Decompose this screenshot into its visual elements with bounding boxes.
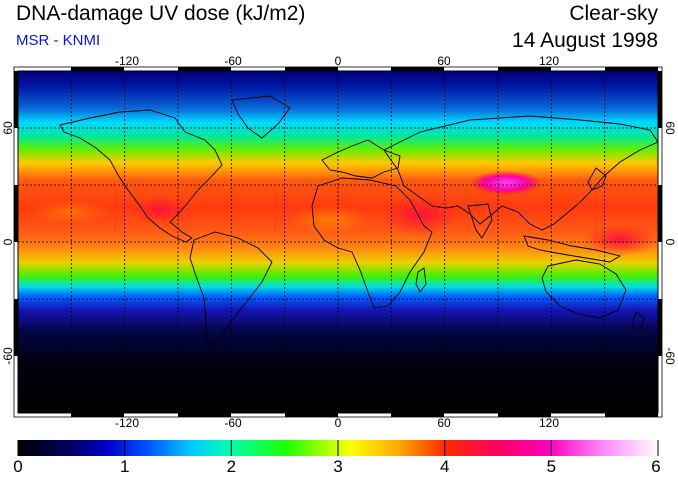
graticule [18, 71, 658, 413]
colorbar [17, 440, 659, 456]
latitude-labels: 60 0 -60 60 0 -60 [1, 121, 677, 365]
colorbar-label: 2 [226, 457, 237, 476]
colorbar-label: 6 [651, 457, 661, 476]
lat-right-label: 0 [663, 239, 677, 246]
south-america-coast [189, 231, 273, 349]
uv-hotspots [30, 171, 658, 256]
indonesia-coast [523, 235, 622, 263]
map-title: DNA-damage UV dose (kJ/m2) [16, 2, 306, 25]
lon-top-label: 60 [437, 54, 451, 68]
asia-coast [383, 115, 658, 231]
sky-condition: Clear-sky [569, 2, 658, 25]
arabia-hotspot [380, 195, 460, 235]
colorbar-label: 1 [119, 457, 130, 476]
source-label: MSR - KNMI [16, 32, 101, 49]
lat-right-label: -60 [663, 347, 677, 365]
map-date: 14 August 1998 [512, 29, 658, 52]
lon-bottom-label: 120 [539, 416, 559, 430]
madagascar-coast [415, 267, 427, 293]
mexico-hotspot [130, 196, 190, 224]
lon-bottom-label: 60 [437, 416, 451, 430]
colorbar-label: 5 [546, 457, 557, 476]
lon-top-label: 120 [539, 54, 559, 68]
north-america-coast [59, 109, 223, 243]
tibet-hotspot [470, 171, 542, 195]
cloud-region [30, 200, 110, 224]
lon-bottom-label: -60 [224, 416, 242, 430]
europe-coast [321, 139, 401, 179]
new-zealand-coast [631, 311, 645, 331]
lat-left-label: 0 [1, 238, 15, 245]
colorbar-ticks [17, 440, 659, 456]
australia-coast [541, 259, 627, 319]
lat-left-label: 60 [1, 121, 15, 135]
cloud-region [290, 206, 370, 234]
lat-left-label: -60 [1, 347, 15, 365]
lon-top-label: 0 [335, 54, 342, 68]
lon-top-label: -120 [115, 54, 139, 68]
pacific-hotspot [580, 224, 658, 256]
greenland-coast [231, 95, 291, 139]
colorbar-label: 4 [439, 457, 450, 476]
lon-top-label: -60 [224, 54, 242, 68]
lon-bottom-label: -120 [115, 416, 139, 430]
lat-right-label: 60 [663, 121, 677, 135]
india-coast [467, 203, 493, 239]
colorbar-label: 0 [13, 457, 23, 476]
longitude-labels: -120 -60 0 60 120 -120 -60 0 60 120 [115, 54, 559, 430]
map-frame [13, 66, 663, 418]
coastlines [59, 95, 658, 349]
lon-bottom-label: 0 [335, 416, 342, 430]
colorbar-label: 3 [333, 457, 343, 476]
japan-coast [587, 167, 607, 191]
